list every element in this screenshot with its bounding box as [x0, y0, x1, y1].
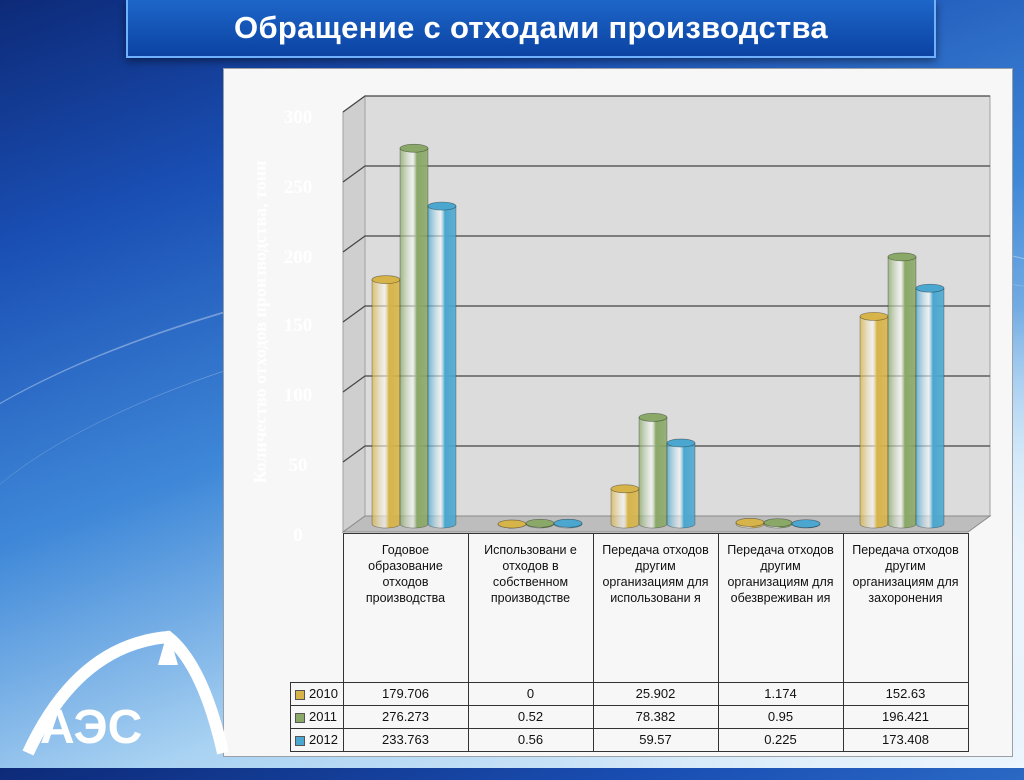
- data-label: 78.382: [592, 704, 719, 729]
- data-label: 196.421: [842, 704, 969, 729]
- logo-text: АЭС: [40, 701, 142, 754]
- bar-top: [763, 518, 793, 528]
- bars: [371, 143, 945, 529]
- table-corner: [291, 534, 344, 683]
- bar-top: [859, 312, 889, 321]
- grid-line: [342, 235, 990, 253]
- bar-body: [399, 147, 429, 529]
- data-label: 59.57: [592, 727, 719, 752]
- bar-top: [497, 519, 527, 529]
- aes-logo: АЭС: [22, 630, 228, 756]
- y-tick-label: 250: [284, 177, 313, 198]
- y-tick-label: 0: [293, 525, 303, 546]
- data-label: 0.56: [467, 727, 594, 752]
- grid-lines: [342, 95, 990, 463]
- bar-body: [638, 417, 668, 529]
- bar-top: [791, 519, 821, 529]
- category-label: Годовое образование отходов производства: [342, 533, 469, 683]
- grid-line: [342, 375, 990, 393]
- grid-line: [342, 165, 990, 183]
- y-axis-label-group: Количество отходов производства, тонн: [250, 160, 270, 483]
- grid-line: [342, 305, 990, 323]
- data-label: 179.706: [342, 681, 469, 706]
- bar-top: [525, 518, 555, 528]
- legend-entry: 2012: [290, 727, 344, 752]
- series-name: 2011: [309, 709, 337, 724]
- bar-top: [399, 143, 429, 153]
- legend-swatch: [295, 689, 305, 700]
- bar: [915, 283, 945, 529]
- bar-top: [638, 413, 668, 422]
- series-name: 2010: [309, 686, 338, 701]
- y-tick-label: 50: [289, 455, 308, 476]
- series-name: 2012: [309, 732, 338, 747]
- y-tick-label: 200: [284, 247, 313, 268]
- bar-top: [427, 201, 457, 211]
- logo-spike: [158, 630, 178, 665]
- bar-body: [666, 442, 696, 529]
- bar: [666, 438, 696, 529]
- bar: [735, 518, 765, 529]
- category-label: Передача отходов другим организациям для…: [842, 533, 969, 683]
- page-title: Обращение с отходами производства: [126, 0, 936, 58]
- bar-body: [859, 316, 889, 529]
- bar-body: [427, 205, 457, 529]
- data-label: 0.225: [717, 727, 844, 752]
- data-label: 173.408: [842, 727, 969, 752]
- y-axis-label: Количество отходов производства, тонн: [250, 160, 270, 483]
- logo-arc: [22, 630, 228, 756]
- bar: [553, 518, 583, 529]
- grid-line: [342, 445, 990, 463]
- bar: [791, 519, 821, 529]
- y-tick-label: 100: [284, 385, 313, 406]
- y-tick-labels: 300 250 200 150 100 50 0: [284, 107, 313, 546]
- bar-body: [915, 287, 945, 529]
- legend-swatch: [295, 712, 305, 723]
- data-label: 25.902: [592, 681, 719, 706]
- bar: [763, 518, 793, 529]
- bar-top: [915, 283, 945, 293]
- table-row: 2012 233.763 0.56 59.57 0.225 173.408: [290, 727, 969, 752]
- data-label: 233.763: [342, 727, 469, 752]
- y-tick-label: 150: [284, 315, 313, 336]
- bar-body: [371, 279, 401, 529]
- data-label: 276.273: [342, 704, 469, 729]
- data-label: 0.52: [467, 704, 594, 729]
- category-label: Передача отходов другим организациям для…: [717, 533, 844, 683]
- data-label: 0: [467, 681, 594, 706]
- bar-top: [610, 484, 640, 494]
- grid-line: [342, 95, 990, 113]
- table-row: 2011 276.273 0.52 78.382 0.95 196.421: [290, 704, 969, 729]
- bar-top: [553, 518, 583, 528]
- legend-swatch: [295, 735, 305, 746]
- bar-body: [887, 256, 917, 529]
- bar: [610, 484, 640, 529]
- bar-top: [887, 252, 917, 262]
- y-tick-label: 300: [284, 107, 313, 128]
- category-label: Передача отходов другим организациям для…: [592, 533, 719, 683]
- bar: [638, 413, 668, 529]
- data-table: Годовое образование отходов производства…: [290, 533, 969, 752]
- bar: [497, 519, 527, 529]
- data-label: 0.95: [717, 704, 844, 729]
- data-label: 152.63: [842, 681, 969, 706]
- table-category-row: Годовое образование отходов производства…: [291, 533, 969, 683]
- bar-top: [371, 275, 401, 284]
- legend-entry: 2011: [290, 704, 344, 729]
- bar: [859, 312, 889, 529]
- bar: [399, 143, 429, 529]
- bar: [427, 201, 457, 529]
- category-label: Использовани е отходов в собственном про…: [467, 533, 594, 683]
- legend-entry: 2010: [290, 681, 344, 706]
- data-label: 1.174: [717, 681, 844, 706]
- table-row: 2010 179.706 0 25.902 1.174 152.63: [290, 681, 969, 706]
- bar: [371, 275, 401, 529]
- bar-body: [610, 488, 640, 529]
- bar: [887, 252, 917, 529]
- bar-top: [666, 438, 696, 448]
- bar-top: [735, 518, 765, 527]
- bar: [525, 518, 555, 529]
